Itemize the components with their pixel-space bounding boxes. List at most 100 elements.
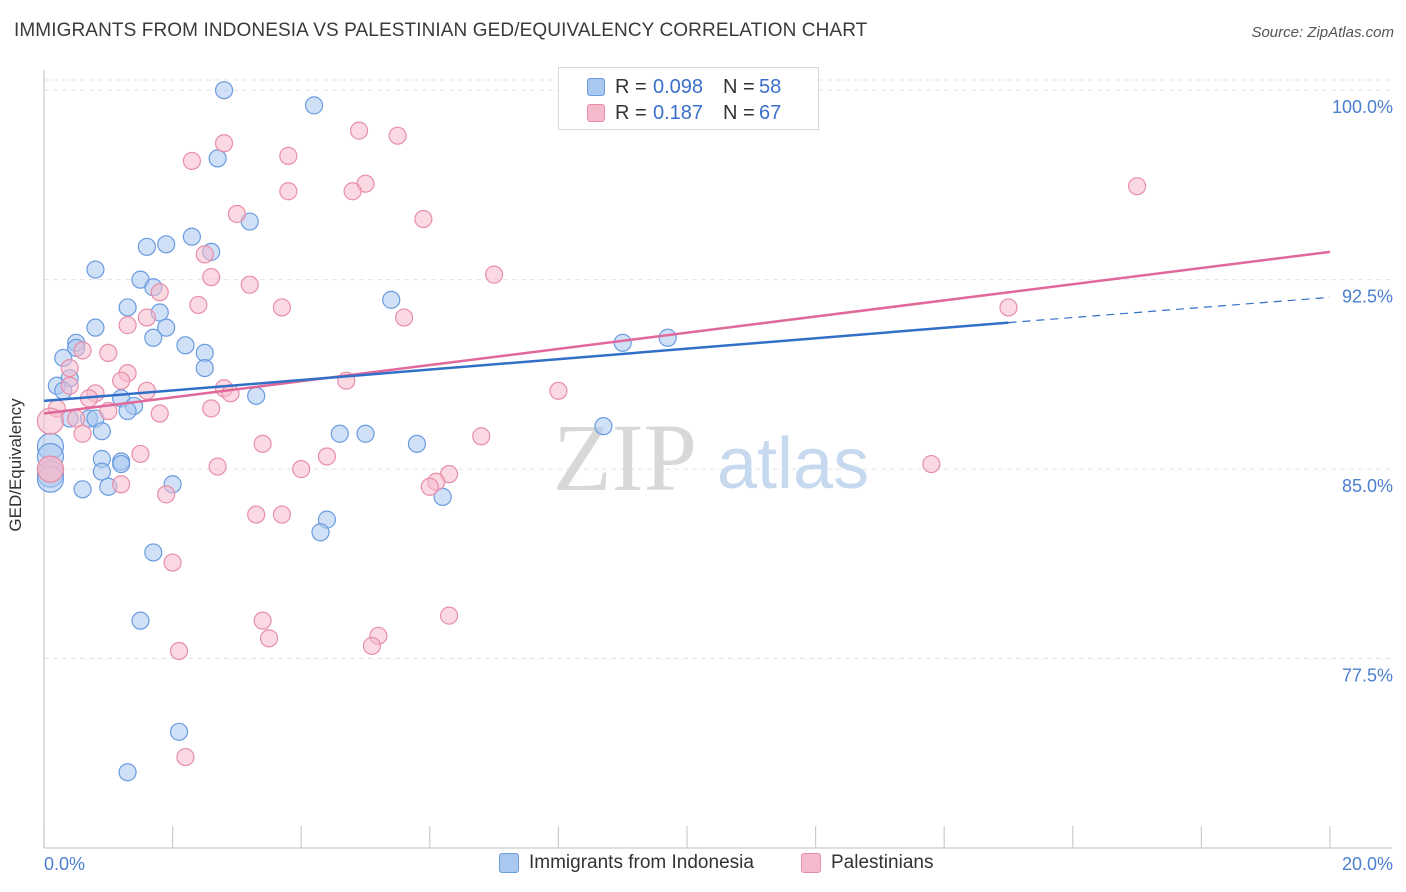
y-tick-label: 85.0% [1342, 476, 1393, 496]
data-point [414, 209, 433, 229]
data-point [472, 427, 491, 446]
data-point [137, 381, 156, 400]
data-point [485, 265, 504, 284]
data-point [253, 611, 272, 630]
n-value: 67 [759, 101, 782, 124]
tick-labels: 100.0% 92.5% 85.0% 77.5% 0.0% 20.0% [44, 97, 1393, 874]
data-point [182, 151, 201, 171]
y-tick-label: 100.0% [1332, 97, 1393, 117]
data-point [176, 336, 195, 355]
legend-swatch-blue [587, 78, 605, 96]
data-point [169, 641, 189, 661]
data-point [195, 245, 214, 264]
data-point [157, 235, 176, 254]
data-point [169, 722, 189, 741]
data-point [304, 96, 324, 115]
data-point [253, 434, 272, 453]
data-point [118, 298, 137, 317]
data-point [259, 629, 279, 648]
trend-lines [43, 250, 1331, 415]
data-point [131, 444, 150, 464]
data-point [311, 523, 330, 542]
data-point [189, 295, 208, 315]
data-point [112, 475, 131, 494]
data-point [594, 417, 613, 436]
n-value: 58 [759, 75, 782, 98]
data-point [73, 480, 92, 499]
data-point [208, 149, 227, 168]
data-point [439, 606, 459, 625]
data-point [150, 404, 169, 423]
trend-line-palestinians [43, 250, 1331, 415]
data-point [549, 381, 568, 400]
legend-swatch-pink [587, 104, 605, 122]
data-point [922, 454, 941, 474]
data-point [86, 260, 105, 279]
series-legend: Immigrants from Indonesia Palestinians [0, 852, 1406, 878]
n-label: N = [723, 75, 755, 98]
data-point [67, 409, 86, 428]
data-point [1127, 177, 1147, 196]
data-point [214, 81, 234, 100]
data-point [150, 283, 169, 302]
data-point [176, 747, 195, 767]
source-credit: Source: ZipAtlas.com [1251, 24, 1394, 41]
legend-swatch-blue [499, 853, 519, 873]
data-point [60, 358, 79, 378]
data-point [343, 182, 362, 201]
n-label: N = [723, 101, 755, 124]
data-point [112, 371, 131, 390]
data-point [137, 308, 156, 327]
data-point [118, 316, 137, 335]
data-point [382, 290, 401, 309]
data-point [137, 237, 156, 256]
data-point [349, 121, 369, 140]
data-point [330, 424, 349, 443]
data-point [118, 401, 137, 421]
data-point [99, 343, 118, 363]
data-point [195, 343, 214, 363]
data-point [279, 182, 298, 201]
legend-label: Palestinians [831, 852, 934, 873]
legend-item-palestinians: Palestinians [801, 852, 933, 874]
data-point [394, 308, 414, 327]
x-tick-label: 0.0% [44, 854, 85, 874]
data-point [163, 553, 182, 572]
data-point [279, 146, 298, 165]
trend-line-indonesia [43, 321, 1009, 403]
data-point [999, 298, 1018, 317]
data-point [92, 462, 111, 481]
watermark-atlas: atlas [717, 424, 869, 504]
data-point [131, 611, 150, 630]
data-point [118, 763, 137, 782]
x-tick-label: 20.0% [1342, 854, 1393, 874]
data-point [362, 636, 382, 656]
legend-row-palestinians: R = 0.187 N = 67 [587, 101, 781, 125]
trend-line-indonesia-extrapolated [1008, 296, 1331, 324]
watermark-zip: ZIP [553, 404, 697, 511]
data-point [144, 328, 163, 347]
data-point [182, 227, 201, 246]
data-point [157, 318, 176, 337]
y-tick-label: 92.5% [1342, 287, 1393, 307]
watermark: ZIP atlas [553, 404, 869, 511]
data-point [407, 434, 427, 453]
data-point [214, 134, 234, 153]
data-point [272, 298, 292, 317]
data-point [36, 455, 65, 483]
r-value: 0.098 [653, 75, 704, 98]
data-point [73, 341, 92, 360]
legend-label: Immigrants from Indonesia [529, 852, 754, 873]
data-point [247, 386, 266, 405]
data-point [92, 422, 111, 441]
data-point [240, 275, 259, 294]
data-point [86, 318, 105, 337]
data-point [613, 333, 632, 352]
r-value: 0.187 [653, 101, 704, 124]
data-point [208, 457, 227, 476]
data-point [227, 204, 246, 224]
gridlines [44, 79, 1392, 660]
correlation-legend: R = 0.098 N = 58 R = 0.187 N = 67 [558, 67, 819, 130]
data-point [195, 358, 214, 378]
